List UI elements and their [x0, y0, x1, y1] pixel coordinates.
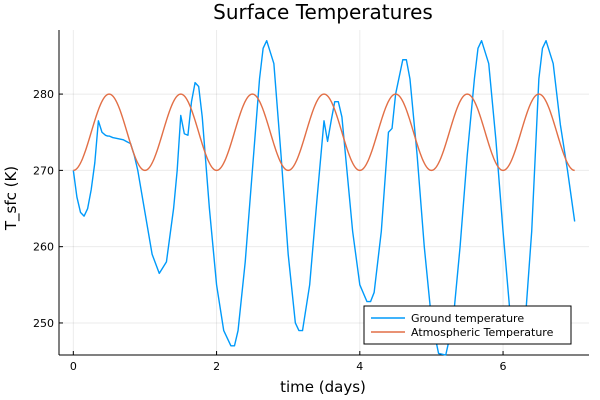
- legend: Ground temperature Atmospheric Temperatu…: [363, 305, 572, 345]
- x-tick-label: 4: [356, 360, 363, 373]
- x-tick-label: 6: [500, 360, 507, 373]
- x-tick-label: 0: [70, 360, 77, 373]
- legend-label-atmospheric: Atmospheric Temperature: [411, 326, 554, 339]
- tick-labels: 0 2 4 6 250 260 270 280: [33, 88, 507, 373]
- axes: [58, 30, 589, 356]
- chart-title: Surface Temperatures: [213, 0, 433, 24]
- x-tick-label: 2: [213, 360, 220, 373]
- y-tick-label: 260: [33, 241, 54, 254]
- y-axis-label: T_sfc (K): [2, 166, 21, 231]
- series-line-atmospheric-temperature: [73, 93, 575, 172]
- y-tick-label: 280: [33, 88, 54, 101]
- legend-box: [363, 305, 572, 345]
- legend-label-ground: Ground temperature: [411, 312, 524, 325]
- grid-lines: [59, 30, 589, 355]
- y-tick-label: 250: [33, 317, 54, 330]
- x-axis-label: time (days): [280, 378, 366, 396]
- y-tick-label: 270: [33, 164, 54, 177]
- plot-area: [72, 39, 576, 356]
